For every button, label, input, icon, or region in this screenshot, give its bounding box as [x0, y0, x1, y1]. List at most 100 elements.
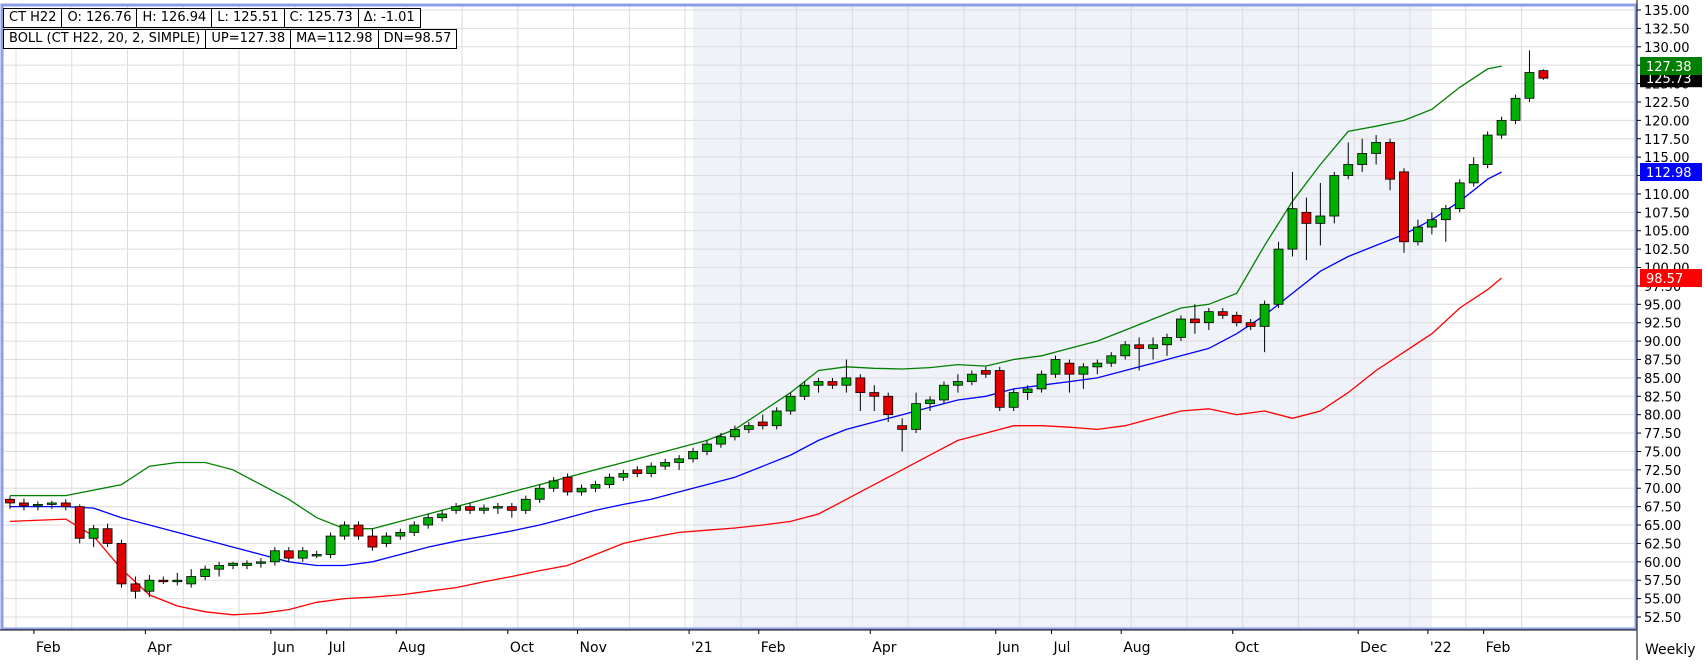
candle-body	[1343, 164, 1354, 176]
candle-body	[1217, 311, 1228, 316]
y-tick-label: 105.00	[1644, 225, 1690, 240]
candle-body	[1454, 182, 1465, 210]
candle-body	[1162, 337, 1172, 346]
x-tick-label: Oct	[1235, 640, 1260, 656]
candle	[46, 500, 57, 509]
candles	[5, 50, 1549, 599]
candle	[1245, 319, 1256, 331]
candle	[1259, 300, 1270, 353]
ohlc-readout: CT H22 O: 126.76 H: 126.94 L: 125.51 C: …	[3, 8, 421, 28]
candle	[757, 414, 768, 430]
candle-body	[381, 535, 392, 544]
low-value: L: 125.51	[211, 8, 285, 28]
candle-body	[74, 506, 85, 539]
lower-band-value: DN=98.57	[377, 29, 458, 49]
candle	[618, 469, 629, 481]
candle-body	[1050, 359, 1061, 375]
x-tick-label: Jun	[997, 640, 1020, 656]
candle-body	[144, 579, 155, 592]
candle-body	[479, 507, 489, 511]
candle	[688, 447, 698, 463]
candle	[785, 392, 796, 415]
y-tick-label: 62.50	[1644, 537, 1681, 552]
candle-body	[841, 377, 852, 386]
x-tick-label: Aug	[1123, 640, 1150, 656]
x-tick-label: Apr	[147, 640, 171, 656]
candle-body	[1399, 171, 1409, 243]
candle	[1329, 171, 1340, 224]
last-value-marker-dn: 98.57	[1640, 269, 1702, 288]
symbol-label: CT H22	[3, 8, 63, 28]
candle	[60, 499, 71, 511]
candle	[409, 521, 420, 537]
y-tick-label: 132.50	[1644, 22, 1690, 37]
candle-body	[799, 384, 810, 397]
candle	[1022, 385, 1033, 400]
change-value: Δ: -1.01	[357, 8, 421, 28]
y-tick-label: 65.00	[1644, 519, 1681, 534]
x-tick-label: Feb	[1486, 640, 1511, 656]
candle-body	[869, 392, 880, 397]
candle	[172, 572, 183, 586]
candle	[1357, 138, 1368, 172]
candle	[19, 498, 29, 511]
candle	[186, 569, 197, 588]
plot-frame	[0, 3, 1638, 631]
candle-body	[1036, 373, 1047, 390]
candle	[283, 547, 294, 562]
last-value-box	[1640, 57, 1702, 76]
candle-body	[437, 513, 448, 519]
candle	[1162, 333, 1172, 356]
x-tick-label: '21	[691, 640, 713, 656]
candle-body	[283, 550, 294, 559]
candle	[437, 510, 448, 522]
candle	[1176, 315, 1186, 342]
candle	[841, 359, 852, 393]
candle-body	[88, 528, 99, 539]
candle-body	[827, 381, 838, 386]
candle	[1440, 204, 1451, 242]
candle-body	[32, 504, 43, 507]
candle-body	[660, 462, 671, 467]
candle	[771, 407, 782, 430]
last-value-label: 112.98	[1646, 166, 1692, 181]
bollinger-readout: BOLL (CT H22, 20, 2, SIMPLE) UP=127.38 M…	[3, 29, 458, 49]
candle-body	[1440, 208, 1451, 221]
candle-body	[102, 528, 113, 544]
candle-body	[994, 370, 1005, 408]
last-value-marker-ma: 112.98	[1640, 163, 1702, 182]
y-tick-label: 80.00	[1644, 409, 1681, 424]
candle	[1343, 142, 1354, 180]
candle-body	[743, 425, 754, 430]
candle-body	[534, 487, 545, 500]
y-tick-label: 130.00	[1644, 41, 1690, 56]
candle	[1092, 359, 1103, 375]
y-tick-label: 77.50	[1644, 427, 1681, 442]
candle-body	[1482, 134, 1493, 165]
lower-bollinger-band	[9, 277, 1503, 616]
y-tick-label: 107.50	[1644, 206, 1690, 221]
candle-body	[548, 480, 559, 489]
candle	[1538, 69, 1549, 80]
y-tick-label: 135.00	[1644, 4, 1690, 19]
y-tick-label: 110.00	[1644, 188, 1690, 203]
candle	[1106, 352, 1117, 367]
candle	[1371, 135, 1382, 165]
candle-body	[186, 576, 197, 585]
candle	[353, 521, 364, 540]
candle-body	[116, 543, 127, 585]
candle-body	[1510, 97, 1521, 121]
candle	[1385, 138, 1395, 191]
candle	[1064, 359, 1075, 393]
candle	[1050, 355, 1061, 378]
candle	[869, 385, 880, 411]
candle	[214, 561, 225, 577]
candle-body	[520, 498, 531, 511]
candle-body	[1524, 72, 1535, 99]
candle	[269, 547, 280, 566]
candle-body	[506, 506, 517, 511]
candle	[799, 381, 810, 400]
candle	[674, 455, 685, 470]
candle-body	[716, 436, 726, 445]
